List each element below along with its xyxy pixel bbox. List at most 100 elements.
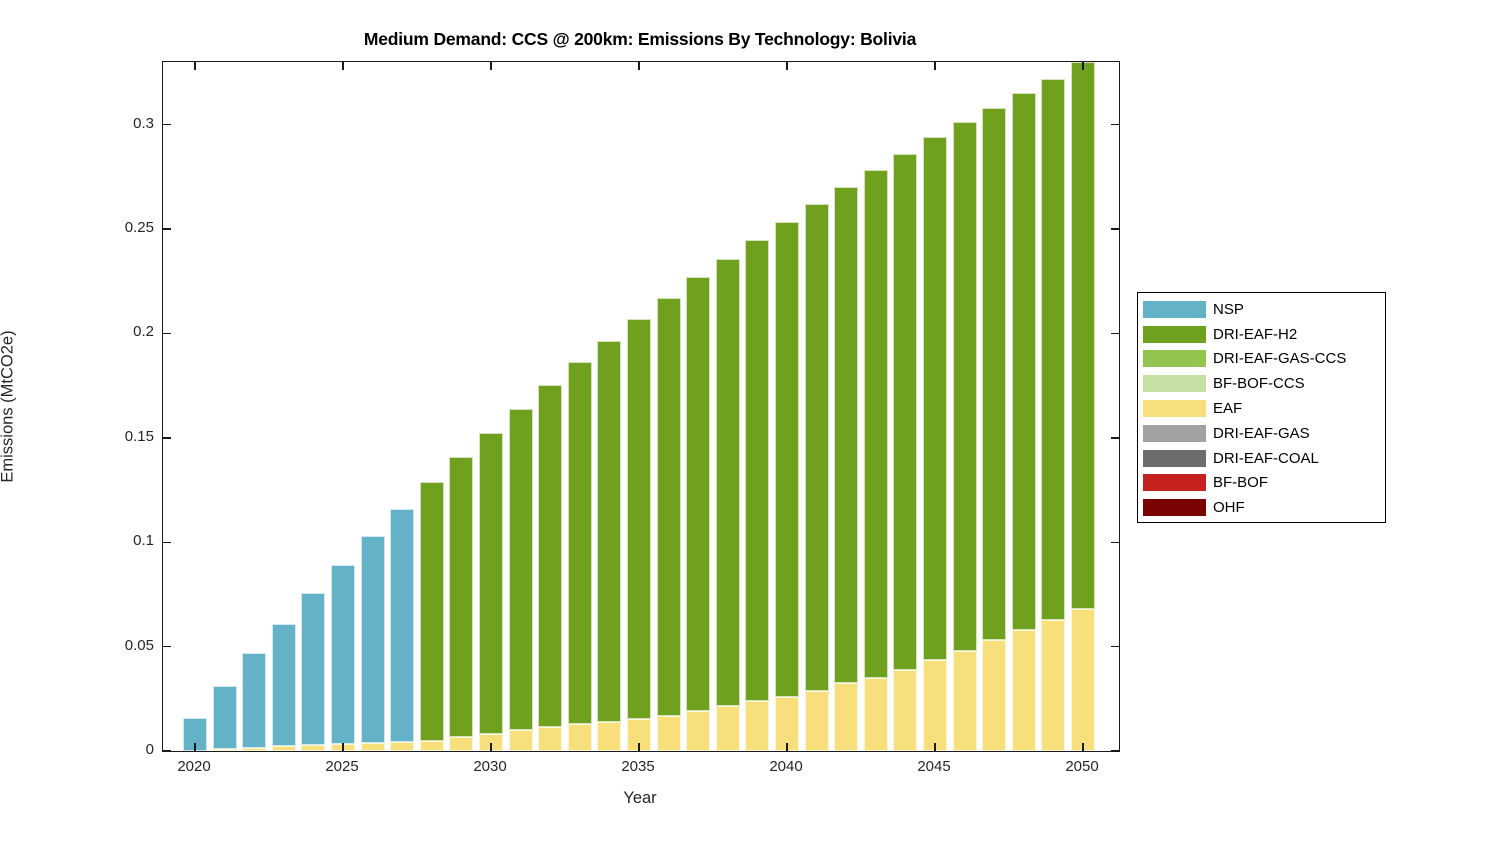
x-tick-label: 2035 [621, 758, 655, 775]
bar-segment-EAF-2040 [775, 696, 799, 751]
x-tick-label: 2020 [177, 758, 211, 775]
bar-segment-EAF-2044 [893, 669, 918, 751]
legend-item-DRI-EAF-GAS: DRI-EAF-GAS [1138, 421, 1385, 446]
bar-segment-EAF-2027 [390, 741, 415, 751]
bar-segment-EAF-2037 [686, 711, 711, 751]
bar-segment-NSP-2023 [271, 623, 296, 747]
y-axis-label: Emissions (MtCO2e) [0, 330, 17, 483]
bar-segment-DRI-EAF-H2-2040 [775, 221, 799, 697]
bar-segment-DRI-EAF-H2-2049 [1041, 78, 1066, 620]
bar-segment-EAF-2039 [745, 700, 770, 751]
y-tick-label: 0.05 [124, 636, 154, 654]
y-tick-mark [1111, 541, 1119, 543]
bar-segment-DRI-EAF-H2-2046 [952, 121, 977, 651]
bar-segment-NSP-2024 [301, 593, 326, 746]
bar-segment-EAF-2028 [419, 740, 444, 751]
bar-segment-EAF-2029 [449, 737, 474, 751]
legend-swatch-BF-BOF-CCS [1143, 375, 1206, 393]
x-tick-mark [934, 62, 936, 70]
legend-label: BF-BOF [1213, 474, 1268, 492]
x-tick-mark [194, 62, 196, 70]
bar-segment-NSP-2022 [242, 652, 267, 748]
legend-swatch-DRI-EAF-GAS [1143, 424, 1206, 442]
x-tick-mark [638, 743, 640, 751]
x-tick-label: 2025 [325, 758, 359, 775]
legend-swatch-DRI-EAF-GAS-CCS [1143, 350, 1206, 368]
y-tick-mark [163, 228, 171, 230]
x-tick-mark [194, 743, 196, 751]
legend-item-DRI-EAF-GAS-CCS: DRI-EAF-GAS-CCS [1138, 347, 1385, 372]
bar-segment-DRI-EAF-H2-2034 [597, 340, 622, 722]
bar-segment-DRI-EAF-H2-2050 [1071, 62, 1095, 609]
y-tick-mark [1111, 332, 1119, 335]
y-tick-mark [1111, 750, 1119, 751]
y-tick-mark [163, 123, 171, 126]
bar-segment-NSP-2025 [331, 565, 355, 745]
y-tick-mark [163, 541, 171, 543]
legend-item-DRI-EAF-COAL: DRI-EAF-COAL [1138, 446, 1385, 471]
bar-segment-EAF-2049 [1041, 619, 1066, 751]
legend-label: DRI-EAF-GAS-CCS [1213, 350, 1347, 368]
bar-segment-EAF-2024 [301, 745, 326, 751]
bar-segment-EAF-2042 [834, 683, 859, 751]
bar-segment-NSP-2021 [212, 686, 237, 749]
y-tick-mark [1111, 437, 1119, 439]
bar-segment-DRI-EAF-H2-2035 [627, 318, 651, 719]
bar-segment-DRI-EAF-H2-2041 [804, 204, 829, 691]
x-tick-label: 2050 [1065, 758, 1099, 775]
y-tick-label: 0.3 [133, 114, 154, 132]
y-tick-mark [163, 332, 171, 335]
x-tick-mark [638, 62, 640, 70]
bar-segment-EAF-2034 [597, 721, 622, 751]
bar-segment-DRI-EAF-H2-2032 [538, 384, 563, 727]
bar-segment-EAF-2047 [982, 640, 1007, 751]
legend-swatch-DRI-EAF-H2 [1143, 325, 1206, 343]
x-tick-mark [1082, 62, 1084, 70]
x-tick-mark [786, 743, 788, 751]
bar-segment-DRI-EAF-H2-2042 [834, 187, 859, 684]
bar-segment-EAF-2032 [538, 727, 563, 751]
bar-segment-EAF-2050 [1071, 609, 1095, 751]
bar-segment-EAF-2023 [271, 746, 296, 751]
bar-segment-DRI-EAF-H2-2047 [982, 107, 1007, 641]
legend-label: DRI-EAF-H2 [1213, 325, 1298, 343]
bar-segment-DRI-EAF-H2-2037 [686, 277, 711, 712]
x-tick-mark [1082, 743, 1084, 751]
legend-item-BF-BOF-CCS: BF-BOF-CCS [1138, 371, 1385, 396]
plot-area [162, 61, 1120, 752]
bar-segment-EAF-2045 [923, 660, 947, 751]
x-axis-label: Year [623, 789, 657, 807]
legend-swatch-NSP [1143, 300, 1206, 318]
legend-item-EAF: EAF [1138, 396, 1385, 421]
chart-title: Medium Demand: CCS @ 200km: Emissions By… [363, 29, 917, 49]
bar-segment-DRI-EAF-H2-2030 [479, 432, 503, 735]
legend: NSP DRI-EAF-H2 DRI-EAF-GAS-CCS BF-BOF-CCS EA… [1137, 292, 1386, 523]
bar-segment-EAF-2048 [1011, 629, 1036, 751]
legend-swatch-DRI-EAF-COAL [1143, 449, 1206, 467]
legend-label: DRI-EAF-GAS [1213, 424, 1310, 442]
bar-segment-DRI-EAF-H2-2044 [893, 153, 918, 670]
legend-label: EAF [1213, 400, 1243, 418]
legend-item-NSP: NSP [1138, 297, 1385, 322]
bar-segment-EAF-2036 [656, 715, 681, 751]
bar-segment-EAF-2041 [804, 690, 829, 751]
x-tick-mark [490, 743, 492, 751]
legend-label: BF-BOF-CCS [1213, 375, 1305, 393]
bar-segment-EAF-2021 [212, 748, 237, 751]
bar-segment-DRI-EAF-H2-2029 [449, 456, 474, 738]
y-tick-label: 0.1 [133, 532, 154, 550]
y-tick-mark [163, 437, 171, 439]
y-tick-mark [163, 645, 171, 648]
legend-swatch-OHF [1143, 499, 1206, 517]
y-tick-label: 0 [145, 741, 154, 758]
y-tick-label: 0.2 [133, 323, 154, 341]
bar-segment-EAF-2022 [242, 747, 267, 751]
legend-swatch-BF-BOF [1143, 474, 1206, 492]
bar-segment-DRI-EAF-H2-2028 [419, 481, 444, 741]
bar-segment-DRI-EAF-H2-2039 [745, 239, 770, 701]
bar-segment-DRI-EAF-H2-2031 [508, 408, 533, 731]
legend-item-DRI-EAF-H2: DRI-EAF-H2 [1138, 322, 1385, 347]
bar-segment-EAF-2031 [508, 730, 533, 751]
x-tick-mark [342, 62, 344, 70]
